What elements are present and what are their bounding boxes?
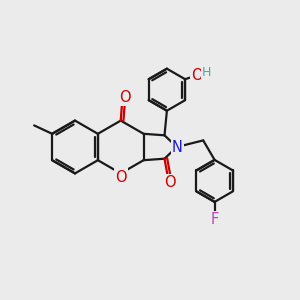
Text: H: H [201, 65, 211, 79]
Text: N: N [172, 140, 183, 154]
Text: O: O [164, 175, 176, 190]
Text: O: O [115, 169, 127, 184]
Text: O: O [191, 68, 202, 82]
Text: O: O [119, 90, 130, 105]
Text: F: F [211, 212, 219, 227]
